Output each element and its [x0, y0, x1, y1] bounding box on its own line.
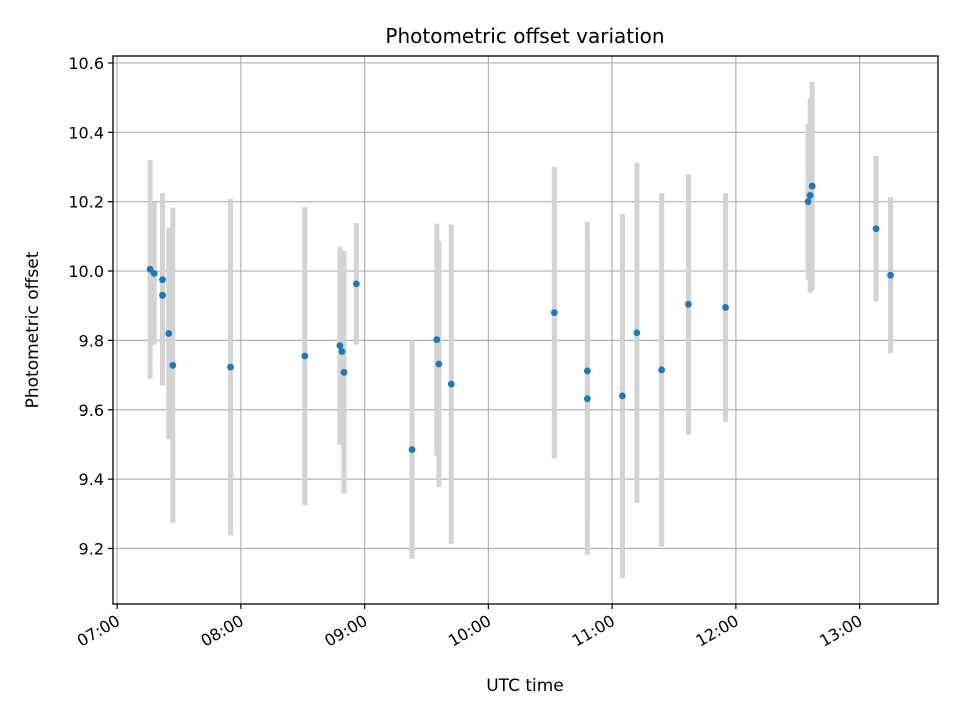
data-point — [338, 348, 346, 355]
data-point — [806, 192, 814, 199]
data-point — [165, 330, 173, 337]
marker-layer — [146, 182, 894, 454]
y-tick-label: 10.2 — [68, 193, 104, 212]
y-tick-label: 10.6 — [68, 54, 104, 73]
data-point — [159, 276, 166, 284]
y-axis-label: Photometric offset — [23, 251, 43, 408]
data-point — [872, 225, 880, 233]
data-point — [583, 367, 591, 375]
data-point — [159, 291, 166, 299]
plot-area — [113, 56, 938, 604]
y-tick-label: 9.6 — [79, 401, 104, 420]
y-tick-label: 9.4 — [79, 470, 104, 489]
data-point — [150, 270, 158, 277]
y-tick-label: 9.2 — [79, 540, 104, 559]
y-tick-label: 10.4 — [68, 123, 104, 142]
data-point — [722, 304, 729, 311]
data-point — [550, 309, 558, 317]
data-point — [301, 352, 309, 360]
data-point — [146, 265, 154, 273]
data-point — [808, 182, 816, 190]
data-point — [804, 198, 812, 206]
data-point — [340, 368, 348, 376]
y-tick-label: 10.0 — [68, 262, 104, 281]
plot-frame — [112, 55, 939, 605]
data-point — [633, 329, 641, 337]
grid-layer — [113, 56, 938, 604]
data-point — [169, 361, 177, 369]
data-point — [433, 336, 441, 344]
x-axis-label: UTC time — [486, 676, 564, 696]
chart-title: Photometric offset variation — [385, 24, 664, 48]
data-point — [619, 392, 626, 400]
data-point — [408, 446, 416, 454]
y-axis: 9.2 9.4 9.6 9.8 10.0 10.2 10.4 10.6 — [68, 54, 113, 559]
data-point — [352, 280, 360, 288]
data-point — [583, 395, 591, 403]
data-point — [435, 360, 443, 368]
data-point — [447, 380, 455, 388]
data-point — [887, 271, 894, 279]
data-point — [658, 366, 666, 374]
data-point — [227, 363, 234, 371]
y-tick-label: 9.8 — [79, 331, 104, 350]
data-point — [336, 342, 344, 350]
data-point — [685, 300, 692, 308]
